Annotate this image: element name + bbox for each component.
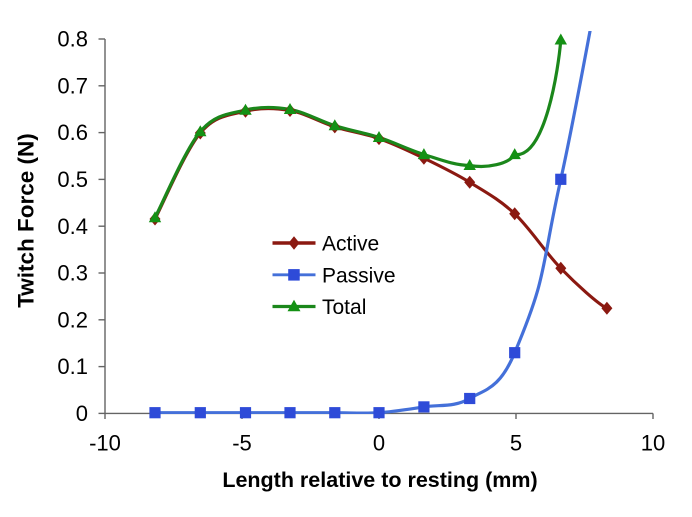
svg-text:-10: -10 <box>89 431 121 456</box>
svg-text:0: 0 <box>76 401 88 426</box>
svg-text:0.1: 0.1 <box>57 354 88 379</box>
svg-text:0.4: 0.4 <box>57 214 88 239</box>
svg-text:Length relative to resting (mm: Length relative to resting (mm) <box>222 468 537 492</box>
svg-text:5: 5 <box>510 431 522 456</box>
svg-text:0.7: 0.7 <box>57 73 88 98</box>
svg-text:Total: Total <box>322 296 366 319</box>
svg-text:-5: -5 <box>232 431 252 456</box>
svg-text:0.3: 0.3 <box>57 261 88 286</box>
svg-text:Twitch Force (N): Twitch Force (N) <box>14 133 39 308</box>
svg-text:Passive: Passive <box>322 265 396 288</box>
svg-text:0: 0 <box>373 431 385 456</box>
svg-text:Active: Active <box>322 233 379 256</box>
svg-text:10: 10 <box>641 431 665 456</box>
svg-text:0.5: 0.5 <box>57 167 88 192</box>
svg-text:0.2: 0.2 <box>57 307 88 332</box>
svg-text:0.6: 0.6 <box>57 120 88 145</box>
svg-text:0.8: 0.8 <box>57 27 88 52</box>
